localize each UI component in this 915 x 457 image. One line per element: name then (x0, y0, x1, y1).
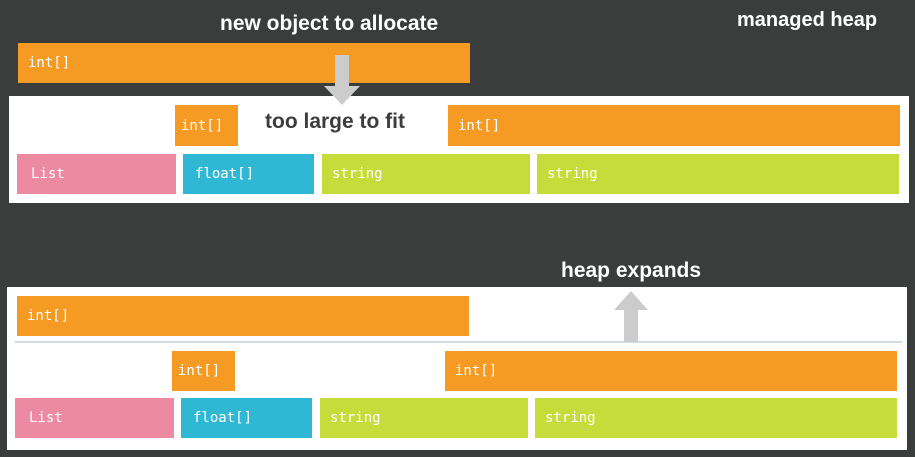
heap-block-int-array-small: int[] (175, 105, 238, 146)
heap-block-string: string (537, 154, 899, 194)
arrow-down-icon (324, 55, 360, 105)
heap-block-string: string (535, 398, 897, 438)
heap-expands-caption: heap expands (561, 259, 702, 282)
new-object-int-array: int[] (18, 43, 470, 83)
heap-block-string: string (320, 398, 528, 438)
heap-block-int-array-small: int[] (172, 351, 235, 391)
heap-block-list: List (17, 154, 176, 194)
heap-block-string: string (322, 154, 530, 194)
heap-block-int-array-large: int[] (445, 351, 897, 391)
heap-block-float-array: float[] (181, 398, 312, 438)
heap-block-int-array-large: int[] (448, 105, 900, 146)
allocated-int-array: int[] (17, 296, 469, 336)
heap-block-float-array: float[] (183, 154, 314, 194)
managed-heap-title: managed heap (737, 9, 878, 31)
heap-block-list: List (15, 398, 174, 438)
too-large-label: too large to fit (265, 110, 405, 133)
arrow-up-icon (614, 291, 648, 342)
new-object-caption: new object to allocate (220, 12, 439, 35)
heap-expansion-divider (15, 341, 902, 343)
